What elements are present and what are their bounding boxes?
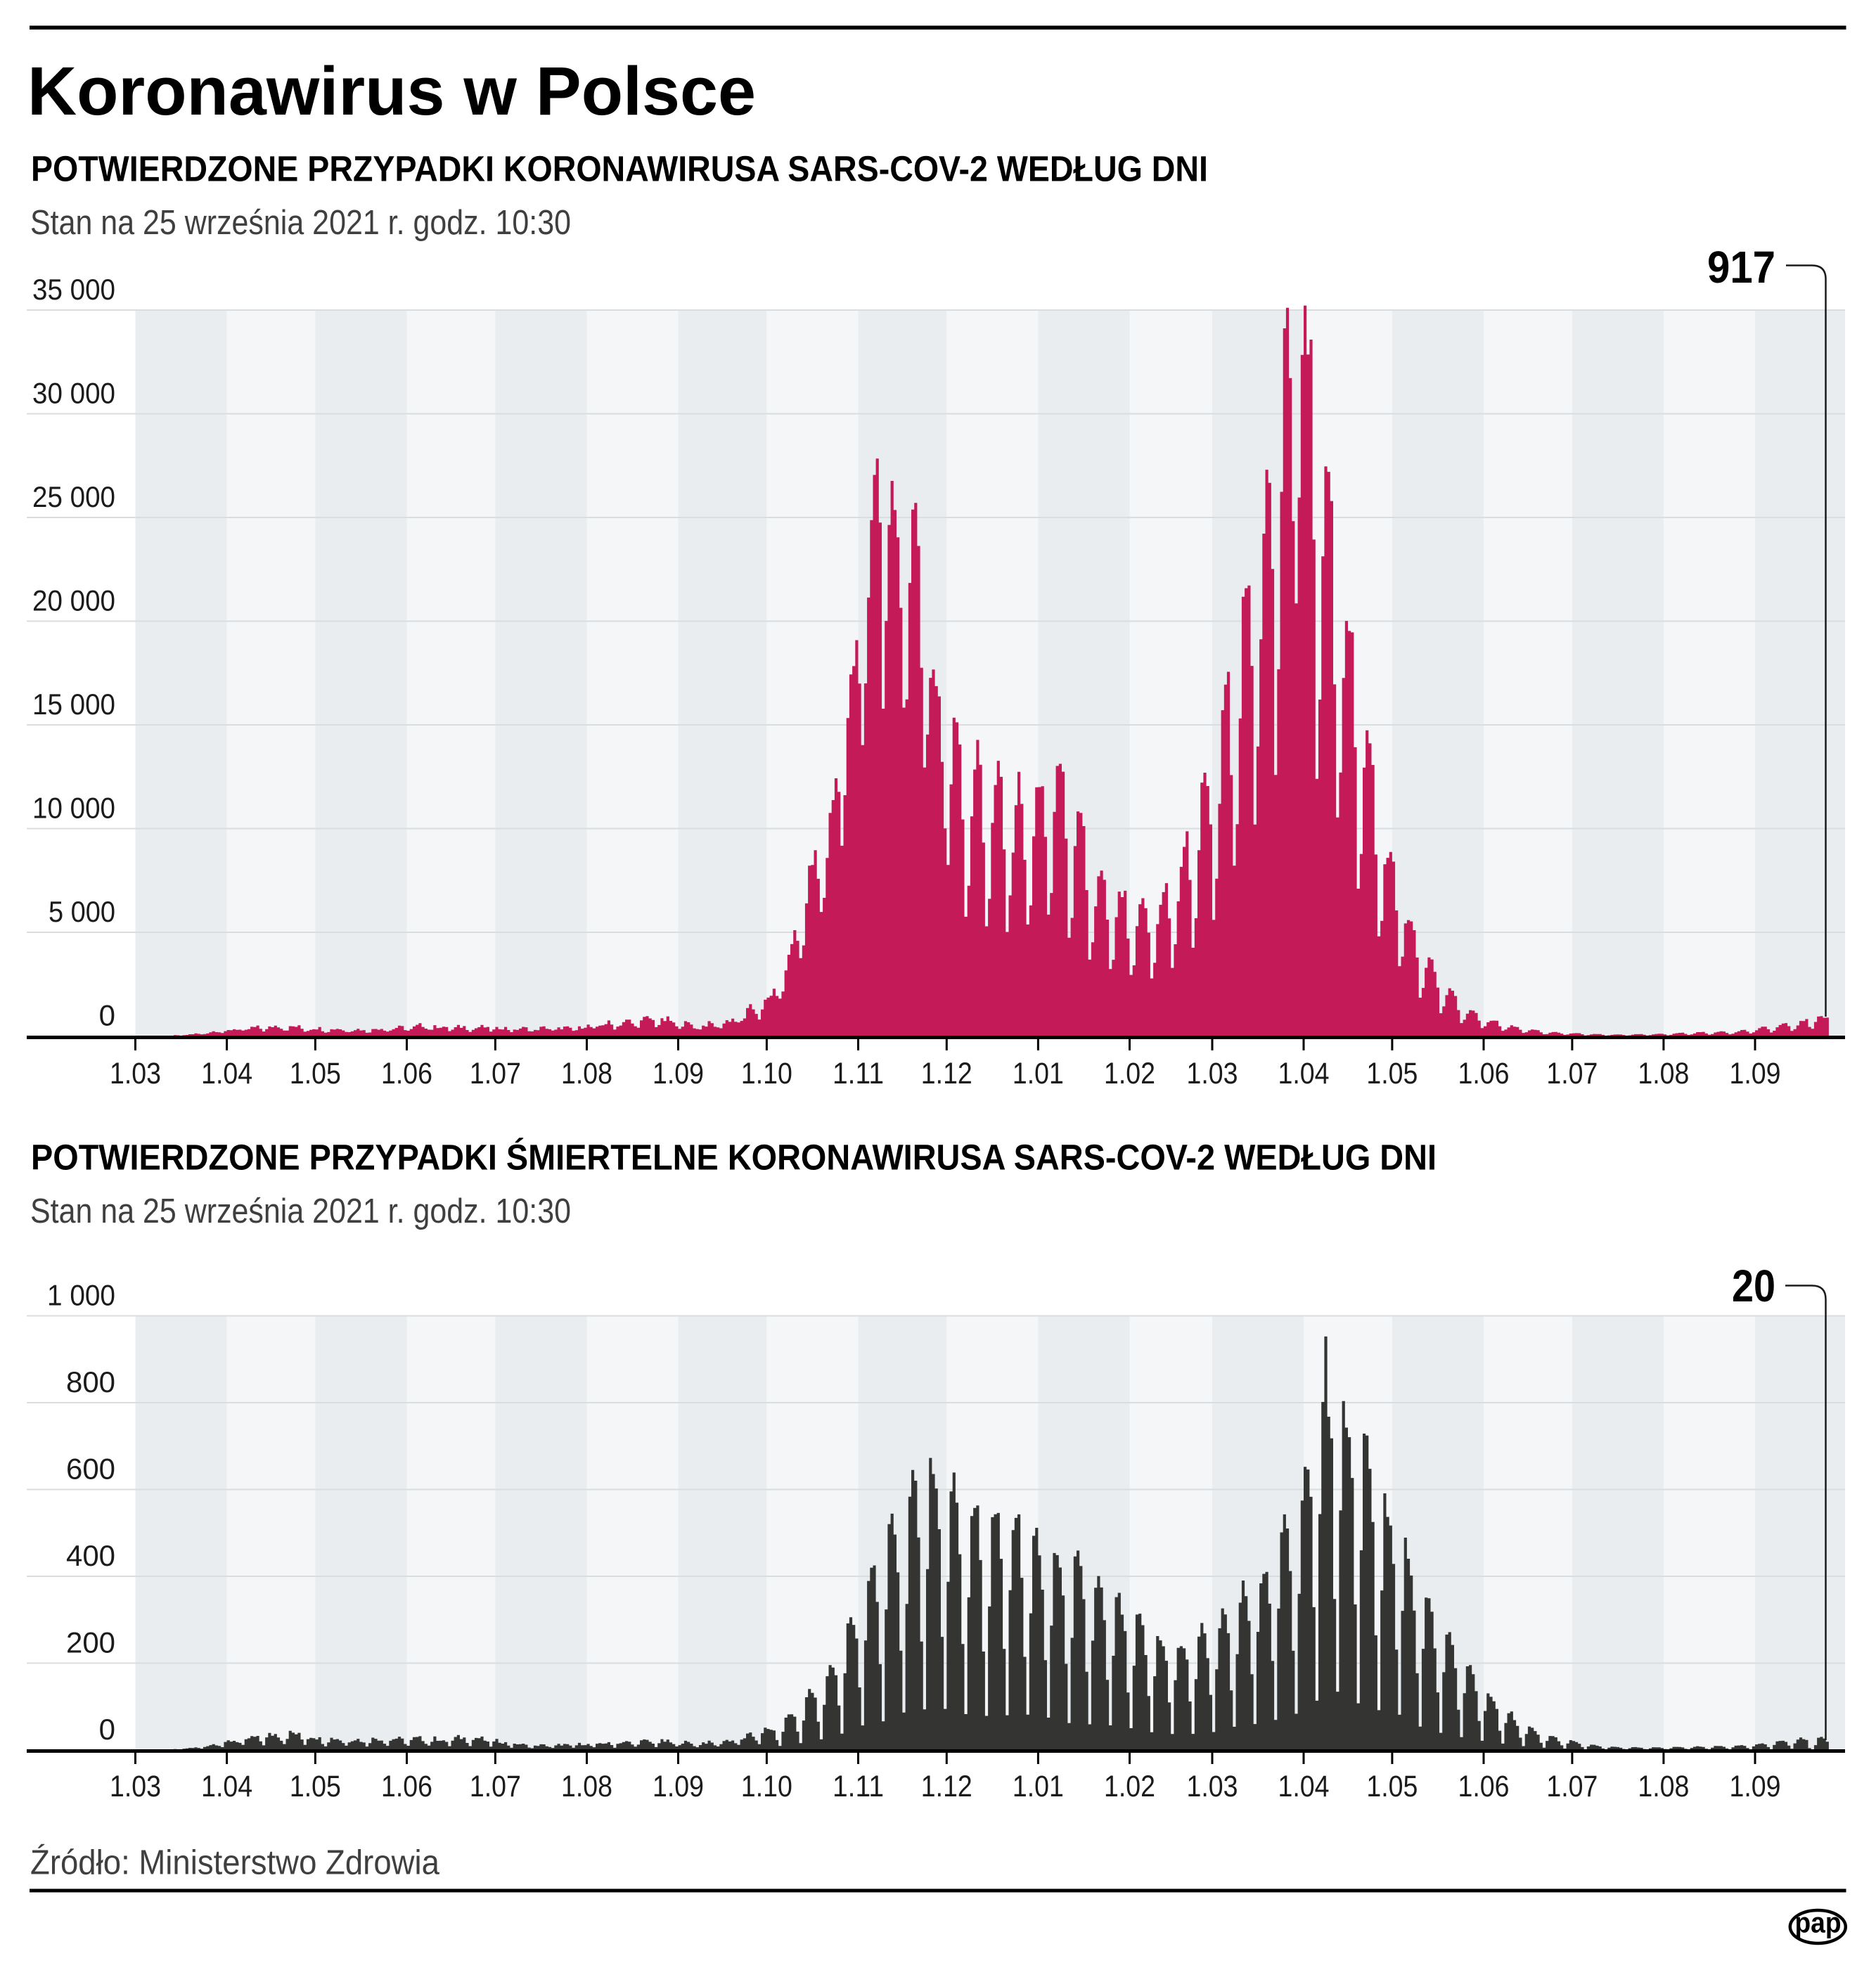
svg-text:Koronawirus w Polsce: Koronawirus w Polsce <box>27 53 756 129</box>
svg-text:917: 917 <box>1707 242 1775 292</box>
svg-text:1.06: 1.06 <box>1458 1770 1510 1803</box>
svg-text:1.11: 1.11 <box>833 1057 884 1090</box>
svg-text:1.03: 1.03 <box>1187 1057 1238 1090</box>
svg-text:400: 400 <box>66 1539 115 1572</box>
svg-text:15 000: 15 000 <box>32 688 115 721</box>
svg-text:0: 0 <box>99 999 115 1032</box>
svg-text:1.06: 1.06 <box>1458 1057 1510 1090</box>
svg-text:1.07: 1.07 <box>470 1057 521 1090</box>
svg-text:1.09: 1.09 <box>1730 1770 1781 1803</box>
svg-text:1.08: 1.08 <box>561 1057 612 1090</box>
svg-text:1 000: 1 000 <box>47 1279 115 1312</box>
svg-text:1.09: 1.09 <box>653 1057 704 1090</box>
svg-text:1.08: 1.08 <box>1638 1770 1689 1803</box>
svg-text:600: 600 <box>66 1453 115 1486</box>
svg-text:1.08: 1.08 <box>1638 1057 1689 1090</box>
svg-text:Źródło: Ministerstwo Zdrowia: Źródło: Ministerstwo Zdrowia <box>30 1844 440 1882</box>
svg-text:1.01: 1.01 <box>1013 1770 1064 1803</box>
svg-text:POTWIERDZONE PRZYPADKI KORONAW: POTWIERDZONE PRZYPADKI KORONAWIRUSA SARS… <box>31 149 1208 189</box>
svg-text:1.10: 1.10 <box>741 1057 792 1090</box>
svg-text:20: 20 <box>1732 1261 1775 1311</box>
svg-text:20 000: 20 000 <box>32 584 115 617</box>
svg-text:1.01: 1.01 <box>1013 1057 1064 1090</box>
svg-text:1.07: 1.07 <box>470 1770 521 1803</box>
svg-text:Stan na 25 września 2021 r. go: Stan na 25 września 2021 r. godz. 10:30 <box>30 1192 571 1230</box>
svg-text:1.06: 1.06 <box>381 1057 432 1090</box>
svg-text:POTWIERDZONE PRZYPADKI ŚMIERTE: POTWIERDZONE PRZYPADKI ŚMIERTELNE KORONA… <box>31 1138 1437 1178</box>
svg-text:1.07: 1.07 <box>1546 1057 1598 1090</box>
svg-text:1.04: 1.04 <box>201 1057 252 1090</box>
svg-text:1.05: 1.05 <box>290 1770 341 1803</box>
svg-text:1.03: 1.03 <box>110 1057 161 1090</box>
svg-text:800: 800 <box>66 1365 115 1398</box>
svg-text:1.03: 1.03 <box>110 1770 161 1803</box>
svg-text:200: 200 <box>66 1626 115 1659</box>
svg-text:pap: pap <box>1795 1907 1842 1939</box>
svg-text:5 000: 5 000 <box>49 895 115 928</box>
svg-text:10 000: 10 000 <box>32 792 115 825</box>
svg-text:1.03: 1.03 <box>1187 1770 1238 1803</box>
svg-text:1.11: 1.11 <box>833 1770 884 1803</box>
svg-text:1.07: 1.07 <box>1546 1770 1598 1803</box>
svg-text:35 000: 35 000 <box>32 273 115 306</box>
svg-text:25 000: 25 000 <box>32 480 115 513</box>
svg-text:1.08: 1.08 <box>561 1770 612 1803</box>
svg-text:1.05: 1.05 <box>1366 1770 1418 1803</box>
svg-text:1.04: 1.04 <box>201 1770 252 1803</box>
svg-text:1.02: 1.02 <box>1104 1057 1155 1090</box>
svg-text:30 000: 30 000 <box>32 377 115 410</box>
svg-text:1.05: 1.05 <box>1366 1057 1418 1090</box>
svg-text:1.09: 1.09 <box>1730 1057 1781 1090</box>
svg-text:1.12: 1.12 <box>921 1057 972 1090</box>
svg-text:1.10: 1.10 <box>741 1770 792 1803</box>
svg-text:Stan na 25 września 2021 r. go: Stan na 25 września 2021 r. godz. 10:30 <box>30 204 571 242</box>
svg-text:1.04: 1.04 <box>1278 1057 1330 1090</box>
svg-text:1.05: 1.05 <box>290 1057 341 1090</box>
svg-text:1.04: 1.04 <box>1278 1770 1330 1803</box>
svg-text:1.12: 1.12 <box>921 1770 972 1803</box>
svg-text:0: 0 <box>99 1713 115 1746</box>
svg-text:1.06: 1.06 <box>381 1770 432 1803</box>
svg-text:1.09: 1.09 <box>653 1770 704 1803</box>
svg-text:1.02: 1.02 <box>1104 1770 1155 1803</box>
